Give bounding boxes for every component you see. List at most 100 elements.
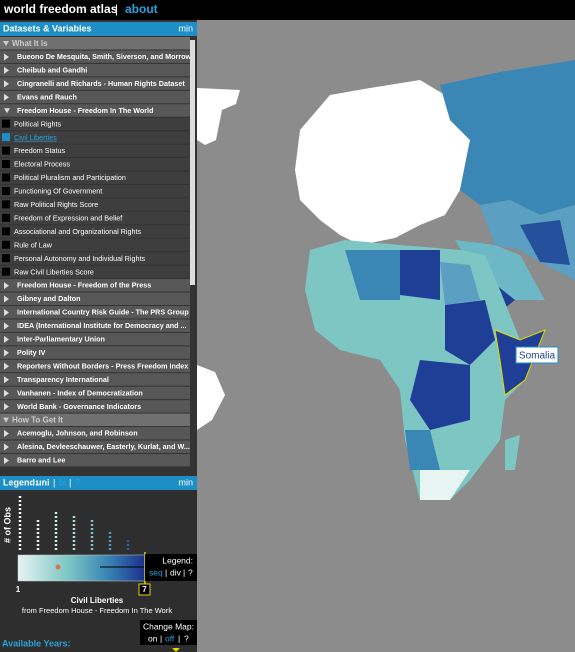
section-label[interactable]: How To Get It: [12, 415, 63, 424]
dataset-label[interactable]: Acemoglu, Johnson, and Robinson: [17, 429, 138, 438]
scale-legend-title: Legend:: [162, 555, 193, 565]
variable-row: [0, 184, 190, 198]
variable-checkbox: [2, 173, 10, 182]
about-link[interactable]: about: [125, 2, 158, 16]
dataset-row: [0, 346, 190, 359]
map[interactable]: Somalia: [197, 20, 575, 652]
variable-label[interactable]: Raw Political Rights Score: [14, 200, 98, 209]
dataset-arrow: [4, 53, 9, 61]
dataset-arrow: [4, 443, 9, 451]
country: [420, 470, 470, 500]
y-axis-label: # of Obs: [2, 507, 12, 543]
minimize[interactable]: min: [178, 477, 193, 487]
variable-checkbox: [2, 227, 10, 236]
separator: |: [53, 477, 55, 487]
variable-label[interactable]: Rule of Law: [14, 240, 53, 249]
variable-label[interactable]: Freedom of Expression and Belief: [14, 213, 122, 222]
help[interactable]: ?: [188, 567, 193, 577]
separator: |: [160, 633, 162, 643]
variable-row: [0, 198, 190, 211]
variable-row: [0, 265, 190, 279]
variable-checkbox: [2, 160, 10, 169]
dataset-label[interactable]: Reporters Without Borders - Press Freedo…: [17, 361, 188, 370]
dataset-label[interactable]: IDEA (International Institute for Democr…: [17, 321, 186, 330]
variable-label[interactable]: Associational and Organizational Rights: [14, 227, 141, 236]
scale-option[interactable]: seq: [149, 567, 163, 577]
mode-option[interactable]: bi: [59, 477, 66, 487]
variable-label[interactable]: Political Pluralism and Participation: [14, 173, 126, 182]
legend-header: [0, 476, 197, 490]
change-map-title: Change Map:: [143, 621, 194, 631]
variable-row: [0, 238, 190, 252]
dataset-arrow: [4, 309, 9, 316]
section-label[interactable]: What It Is: [12, 39, 48, 48]
dataset-label[interactable]: Transparency International: [17, 375, 109, 384]
dataset-label[interactable]: Cingranelli and Richards - Human Rights …: [17, 79, 185, 88]
variable-label[interactable]: Electoral Process: [14, 160, 70, 169]
dataset-row: [0, 104, 190, 117]
dataset-arrow: [4, 108, 10, 114]
dataset-row: [0, 319, 190, 332]
variable-label[interactable]: Raw Civil Liberties Score: [14, 267, 94, 276]
color-scale: [17, 554, 146, 582]
variable-checkbox: [2, 240, 10, 249]
minimize[interactable]: min: [178, 23, 193, 33]
map-option[interactable]: off: [165, 633, 175, 643]
variable-checkbox: [2, 146, 10, 155]
dataset-arrow: [4, 349, 9, 357]
land: [197, 88, 240, 145]
country: [440, 262, 480, 305]
country: [405, 430, 440, 470]
help[interactable]: ?: [184, 633, 189, 643]
mode-option[interactable]: uni: [36, 477, 50, 487]
dataset-label[interactable]: International Country Risk Guide - The P…: [17, 308, 189, 317]
dataset-row: [0, 50, 190, 63]
dataset-label[interactable]: Freedom House - Freedom of the Press: [17, 281, 151, 290]
scale-min: 1: [16, 585, 21, 594]
dataset-row: [0, 306, 190, 319]
variable-label[interactable]: Freedom Status: [14, 146, 66, 155]
scale-max: 7: [142, 585, 147, 594]
scrollbar[interactable]: [190, 40, 195, 285]
map-option[interactable]: on: [148, 633, 158, 643]
dataset-label[interactable]: World Bank - Governance Indicators: [17, 402, 141, 411]
variable-label[interactable]: Functioning Of Government: [14, 187, 102, 196]
dataset-row: [0, 77, 190, 90]
section-row: [0, 413, 190, 427]
dataset-list: What It Is Bueono De Mesquita, Smith, Siv…: [0, 37, 192, 467]
variable-row: [0, 144, 190, 158]
dataset-row: [0, 440, 190, 453]
dataset-label[interactable]: Polity IV: [17, 348, 46, 357]
dataset-label[interactable]: Freedom House - Freedom In The World: [17, 106, 153, 115]
dataset-label[interactable]: Vanhanen - Index of Democratization: [17, 388, 143, 397]
dataset-label[interactable]: Bueono De Mesquita, Smith, Siverson, and…: [17, 52, 192, 61]
dataset-row: [0, 359, 190, 373]
dataset-label[interactable]: Alesina, Devleeschauwer, Easterly, Kurla…: [17, 442, 190, 451]
madagascar: [505, 435, 520, 470]
variable-label[interactable]: Personal Autonomy and Individual Rights: [14, 254, 145, 263]
sidebar-header: [0, 22, 197, 36]
variable-row: [0, 117, 190, 131]
scale-option[interactable]: div: [170, 567, 182, 577]
europe: [295, 80, 470, 245]
dataset-row: [0, 386, 190, 400]
dataset-arrow: [4, 80, 9, 88]
dataset-label[interactable]: Inter-Parliamentary Union: [17, 335, 105, 344]
dataset-label[interactable]: Cheibub and Gandhi: [17, 66, 87, 75]
dataset-arrow: [4, 335, 9, 343]
top-bar: [0, 0, 575, 20]
variable-checkbox: [2, 186, 10, 195]
available-years: Available Years:: [2, 638, 71, 648]
dataset-row: [0, 400, 190, 413]
expand-arrow: [3, 417, 9, 423]
dataset-label[interactable]: Barro and Lee: [17, 456, 65, 465]
dataset-row: [0, 90, 190, 104]
help[interactable]: ?: [75, 477, 80, 487]
dataset-label[interactable]: Gibney and Dalton: [17, 294, 81, 303]
variable-label[interactable]: Political Rights: [14, 119, 62, 128]
dataset-row: [0, 332, 190, 346]
dataset-label[interactable]: Evans and Rauch: [17, 92, 77, 101]
variable-checkbox: [2, 254, 10, 263]
variable-label[interactable]: Civil Liberties: [14, 133, 57, 142]
